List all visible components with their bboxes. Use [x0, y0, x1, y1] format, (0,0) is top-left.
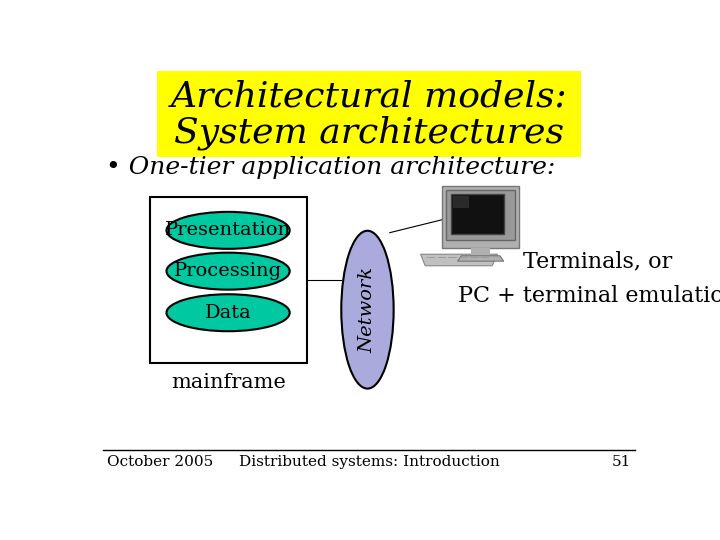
Text: • One-tier application architecture:: • One-tier application architecture:	[106, 156, 555, 179]
Bar	[157, 71, 581, 157]
Text: Distributed systems: Introduction: Distributed systems: Introduction	[238, 455, 500, 469]
Text: Presentation: Presentation	[165, 221, 291, 239]
Ellipse shape	[166, 253, 289, 289]
FancyBboxPatch shape	[442, 186, 519, 248]
Ellipse shape	[341, 231, 394, 389]
Text: System architectures: System architectures	[174, 116, 564, 150]
Text: Data: Data	[204, 303, 251, 322]
Ellipse shape	[166, 294, 289, 331]
Text: Terminals, or: Terminals, or	[523, 250, 672, 272]
Text: October 2005: October 2005	[107, 455, 213, 469]
Bar	[150, 197, 307, 363]
FancyBboxPatch shape	[451, 194, 504, 234]
FancyBboxPatch shape	[446, 190, 516, 240]
FancyBboxPatch shape	[453, 195, 468, 207]
Bar	[472, 248, 490, 256]
Text: Architectural models:: Architectural models:	[171, 80, 567, 114]
Text: Network: Network	[359, 267, 377, 353]
Text: PC + terminal emulation: PC + terminal emulation	[457, 285, 720, 307]
Text: mainframe: mainframe	[171, 373, 286, 392]
Text: Processing: Processing	[174, 262, 282, 280]
Ellipse shape	[166, 212, 289, 249]
Text: 51: 51	[611, 455, 631, 469]
Polygon shape	[457, 256, 504, 261]
Polygon shape	[420, 254, 498, 266]
